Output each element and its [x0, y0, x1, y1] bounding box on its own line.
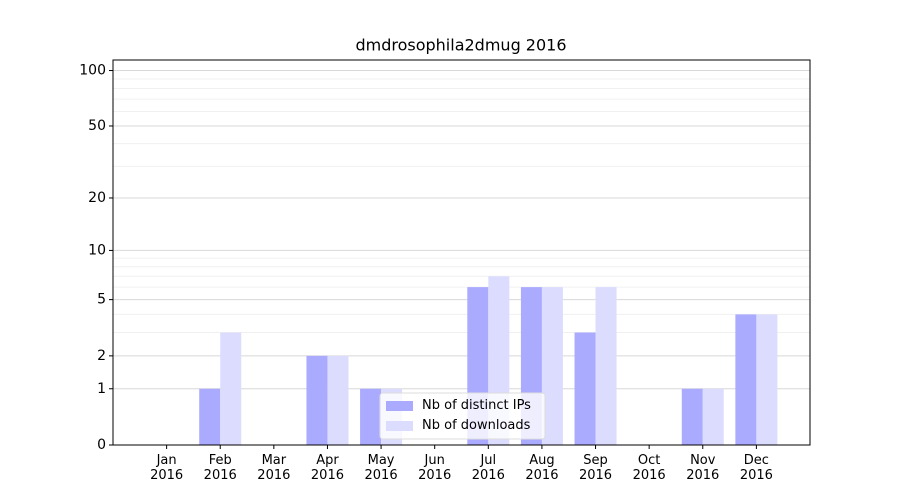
y-tick-label: 1 — [97, 381, 106, 397]
bar — [199, 388, 221, 445]
x-tick-label: May 2016 — [364, 453, 398, 483]
plot-frame — [112, 59, 811, 446]
x-tick-label: Aug 2016 — [525, 453, 559, 483]
x-tick-label: Jul 2016 — [471, 453, 505, 483]
bar — [756, 314, 778, 445]
y-tick-label: 20 — [88, 190, 106, 206]
bar — [574, 332, 596, 445]
legend-swatch — [386, 401, 413, 411]
bar — [702, 388, 724, 445]
legend-label: Nb of downloads — [422, 418, 531, 433]
x-tick-label: Mar 2016 — [257, 453, 291, 483]
x-tick-label: Apr 2016 — [310, 453, 344, 483]
bar — [735, 314, 757, 445]
x-tick-label: Jun 2016 — [418, 453, 452, 483]
bar — [306, 355, 328, 445]
x-tick-label: Nov 2016 — [686, 453, 720, 483]
y-tick-label: 5 — [97, 292, 106, 308]
bar — [681, 388, 703, 445]
bar — [360, 388, 382, 445]
y-tick-label: 100 — [79, 63, 106, 79]
x-tick-label: Dec 2016 — [739, 453, 773, 483]
bar — [327, 355, 349, 445]
bar — [220, 332, 242, 445]
x-tick-label: Feb 2016 — [203, 453, 237, 483]
y-tick-label: 10 — [88, 242, 106, 258]
x-tick-label: Sep 2016 — [578, 453, 613, 483]
x-tick-label: Jan 2016 — [150, 453, 184, 483]
y-tick-label: 50 — [88, 118, 106, 134]
legend-label: Nb of distinct IPs — [422, 398, 531, 413]
legend-box — [379, 392, 546, 440]
bar — [595, 287, 617, 445]
x-tick-label: Oct 2016 — [632, 453, 666, 483]
y-tick-label: 2 — [97, 348, 106, 364]
bar — [541, 287, 563, 445]
chart-title: dmdrosophila2dmug 2016 — [355, 36, 566, 55]
y-tick-label: 0 — [97, 437, 106, 453]
legend-swatch — [386, 421, 413, 431]
